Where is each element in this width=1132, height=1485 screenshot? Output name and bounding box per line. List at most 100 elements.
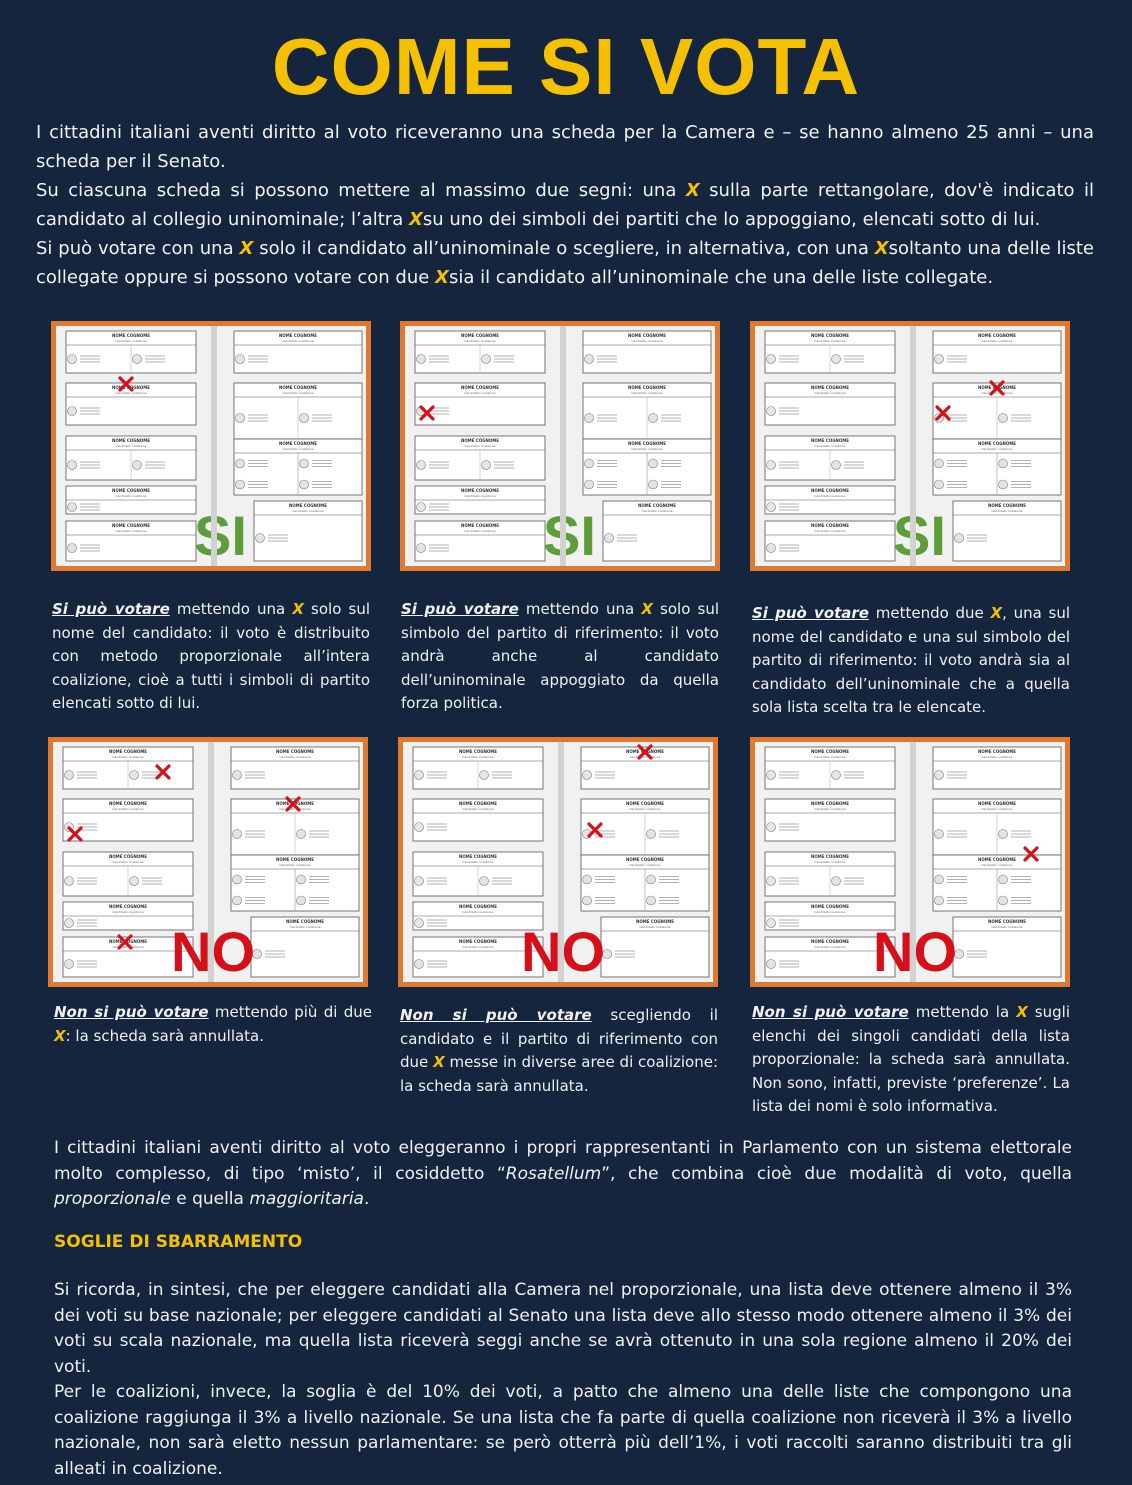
ballot-subheader: Candidato coalizione: [464, 529, 495, 533]
invalid-stamp: NO: [873, 920, 957, 983]
ballot-header: NOME COGNOME: [811, 749, 849, 754]
ballot-header: NOME COGNOME: [459, 939, 497, 944]
ballot-header: NOME COGNOME: [109, 854, 147, 859]
ballot-subheader: Candidato coalizione: [814, 529, 845, 533]
caption-4: Non si può votare mettendo più di due X:…: [54, 1003, 372, 1045]
ballot-header: NOME COGNOME: [112, 438, 150, 443]
ballot-header: NOME COGNOME: [811, 523, 849, 528]
ballot-header: NOME COGNOME: [811, 438, 849, 443]
ballot-header: NOME COGNOME: [279, 333, 317, 338]
ballot-subheader: Candidato coalizione: [631, 339, 662, 343]
ballot-header: NOME COGNOME: [811, 488, 849, 493]
ballot-subheader: Candidato coalizione: [814, 339, 845, 343]
ballot-header: NOME COGNOME: [112, 333, 150, 338]
intro-text: I cittadini italiani aventi diritto al v…: [36, 118, 1094, 292]
ballot-subheader: Candidato coalizione: [814, 494, 845, 498]
ballot-header: NOME COGNOME: [276, 857, 314, 862]
ballot-subheader: Candidato coalizione: [282, 391, 313, 395]
ballot-header: NOME COGNOME: [628, 333, 666, 338]
ballot-header: NOME COGNOME: [276, 749, 314, 754]
invalid-stamp: NO: [521, 920, 605, 983]
ballot-subheader: Candidato coalizione: [279, 863, 310, 867]
ballot-subheader: Candidato coalizione: [814, 444, 845, 448]
ballot-subheader: Candidato coalizione: [115, 529, 146, 533]
ballot-subheader: Candidato coalizione: [464, 444, 495, 448]
ballot-header: NOME COGNOME: [461, 333, 499, 338]
ballot-header: NOME COGNOME: [638, 503, 676, 508]
ballot-header: NOME COGNOME: [626, 857, 664, 862]
x-mark-icon: [155, 764, 171, 780]
coalition-paragraph: Per le coalizioni, invece, la soglia è d…: [54, 1382, 1072, 1479]
ballot-subheader: Candidato coalizione: [464, 494, 495, 498]
ballot-header: NOME COGNOME: [109, 749, 147, 754]
x-mark-icon: [935, 405, 951, 421]
ballot-subheader: Candidato coalizione: [814, 755, 845, 759]
ballot-header: NOME COGNOME: [811, 801, 849, 806]
ballot-header: NOME COGNOME: [109, 939, 147, 944]
ballot-header: NOME COGNOME: [811, 385, 849, 390]
x-mark-icon: [587, 822, 603, 838]
ballot-header: NOME COGNOME: [988, 503, 1026, 508]
ballot-header: NOME COGNOME: [112, 488, 150, 493]
ballot-header: NOME COGNOME: [461, 523, 499, 528]
ballot-subheader: Candidato coalizione: [292, 509, 323, 513]
ballot-subheader: Candidato coalizione: [629, 807, 660, 811]
ballot-header: NOME COGNOME: [459, 801, 497, 806]
ballot-header: NOME COGNOME: [811, 854, 849, 859]
section-heading: SOGLIE DI SBARRAMENTO: [54, 1232, 303, 1252]
ballot-panel-1: NOME COGNOME Candidato coalizione NOME COG…: [51, 321, 371, 571]
ballot-subheader: Candidato coalizione: [814, 807, 845, 811]
ballot-subheader: Candidato coalizione: [112, 755, 143, 759]
ballot-subheader: Candidato coalizione: [464, 339, 495, 343]
valid-stamp: SI: [194, 504, 247, 567]
ballot-subheader: Candidato coalizione: [115, 494, 146, 498]
ballot-panel-2: NOME COGNOME Candidato coalizione NOME COG…: [400, 321, 720, 571]
ballot-header: NOME COGNOME: [461, 438, 499, 443]
x-mark-icon: [637, 744, 653, 760]
ballot-header: NOME COGNOME: [628, 441, 666, 446]
ballot-subheader: Candidato coalizione: [981, 339, 1012, 343]
ballot-header: NOME COGNOME: [459, 854, 497, 859]
ballot-subheader: Candidato coalizione: [981, 863, 1012, 867]
threshold-paragraph: Si ricorda, in sintesi, che per eleggere…: [54, 1280, 1072, 1377]
ballot-subheader: Candidato coalizione: [814, 910, 845, 914]
ballot-subheader: Candidato coalizione: [814, 860, 845, 864]
ballot-subheader: Candidato coalizione: [629, 755, 660, 759]
ballot-header: NOME COGNOME: [978, 749, 1016, 754]
x-mark-icon: X: [641, 600, 653, 618]
ballot-subheader: Candidato coalizione: [814, 391, 845, 395]
ballot-header: NOME COGNOME: [811, 939, 849, 944]
ballot-subheader: Candidato coalizione: [282, 447, 313, 451]
ballot-subheader: Candidato coalizione: [981, 755, 1012, 759]
ballot-subheader: Candidato coalizione: [991, 509, 1022, 513]
ballot-header: NOME COGNOME: [112, 523, 150, 528]
x-mark-icon: [989, 380, 1005, 396]
ballot-panel-6: NOME COGNOME Candidato coalizione NOME COG…: [750, 737, 1070, 987]
valid-stamp: SI: [543, 504, 596, 567]
